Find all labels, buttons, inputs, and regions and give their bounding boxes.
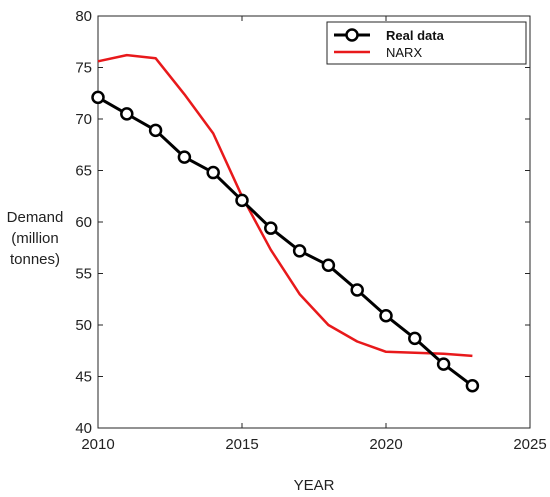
data-point	[465, 379, 480, 393]
data-point	[235, 193, 249, 208]
data-point	[91, 90, 105, 105]
y-axis-title-line: tonnes)	[10, 251, 60, 268]
data-point	[264, 221, 278, 235]
plot-area	[97, 15, 531, 429]
series-0	[91, 90, 480, 393]
x-axis-title: YEAR	[294, 477, 335, 494]
y-tick-label: 70	[75, 111, 92, 128]
y-axis-title: Demand (million tonnes)	[7, 209, 64, 268]
data-point	[292, 244, 307, 258]
axis-ticks	[97, 15, 531, 429]
data-point	[379, 308, 393, 323]
legend-label: Real data	[386, 28, 445, 43]
data-point	[408, 331, 422, 346]
data-point	[350, 283, 364, 297]
series-1	[97, 53, 473, 358]
y-tick-label: 60	[75, 214, 92, 231]
x-tick-label: 2020	[369, 436, 402, 453]
series-line	[97, 53, 473, 358]
y-tick-label: 80	[75, 8, 92, 25]
legend-marker	[345, 28, 359, 42]
y-tick-label: 45	[75, 369, 92, 386]
y-axis-title-line: (million	[11, 230, 59, 247]
x-tick-label: 2010	[81, 436, 114, 453]
legend-label: NARX	[386, 45, 422, 60]
data-point	[148, 123, 163, 138]
y-tick-label: 55	[75, 266, 92, 283]
series-layer	[91, 53, 480, 393]
data-point	[321, 258, 336, 273]
y-tick-label: 65	[75, 163, 92, 180]
y-tick-label: 50	[75, 317, 92, 334]
legend-item: Real data	[334, 28, 445, 43]
legend: Real data NARX	[326, 21, 527, 65]
y-axis-title-line: Demand	[7, 209, 64, 226]
data-point	[206, 165, 220, 180]
legend-box	[326, 21, 527, 65]
x-tick-label: 2015	[225, 436, 258, 453]
y-tick-label: 40	[75, 420, 92, 437]
data-point	[177, 150, 192, 164]
axis-tick-labels: 2010 2015 2020 2025 40 45 50 55 60 65 70 75 80	[75, 8, 546, 453]
data-point	[436, 357, 451, 371]
y-tick-label: 75	[75, 60, 92, 77]
x-tick-label: 2025	[513, 436, 546, 453]
legend-item: NARX	[334, 45, 422, 60]
data-point	[120, 107, 134, 121]
